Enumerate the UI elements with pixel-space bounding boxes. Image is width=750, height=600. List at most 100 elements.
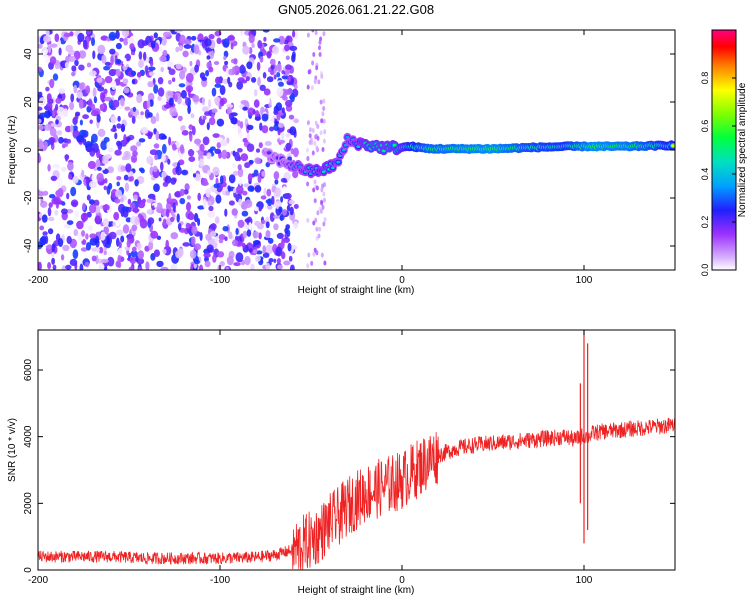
noise-blob bbox=[284, 192, 292, 200]
noise-blob bbox=[216, 37, 222, 45]
noise-blob bbox=[262, 72, 267, 79]
noise-blob bbox=[185, 222, 191, 229]
noise-blob bbox=[179, 70, 186, 80]
noise-blob bbox=[228, 231, 233, 240]
noise-blob bbox=[103, 185, 108, 191]
noise-blob bbox=[252, 109, 256, 115]
noise-blob bbox=[145, 261, 150, 270]
noise-blob bbox=[192, 145, 200, 152]
noise-blob bbox=[168, 79, 172, 85]
noise-blob bbox=[172, 202, 176, 212]
noise-blob bbox=[61, 166, 67, 172]
noise-blob bbox=[217, 264, 222, 270]
noise-blob bbox=[204, 111, 211, 116]
noise-blob bbox=[142, 198, 146, 203]
noise-blob bbox=[235, 228, 239, 235]
noise-blob bbox=[308, 133, 312, 139]
noise-blob bbox=[147, 209, 153, 215]
noise-blob bbox=[185, 96, 189, 106]
noise-blob bbox=[252, 249, 258, 254]
noise-blob bbox=[287, 75, 292, 83]
noise-blob bbox=[323, 197, 326, 203]
noise-blob bbox=[318, 39, 322, 45]
noise-blob bbox=[124, 182, 130, 192]
noise-blob bbox=[179, 188, 185, 197]
noise-blob bbox=[149, 149, 158, 156]
noise-blob bbox=[72, 249, 79, 260]
noise-blob bbox=[168, 97, 174, 107]
noise-blob bbox=[255, 250, 263, 255]
noise-blob bbox=[216, 118, 225, 127]
noise-blob bbox=[224, 208, 228, 217]
noise-blob bbox=[129, 202, 136, 210]
noise-blob bbox=[110, 128, 117, 132]
noise-blob bbox=[45, 57, 51, 64]
signal-core bbox=[392, 143, 397, 147]
noise-blob bbox=[124, 106, 131, 111]
noise-blob bbox=[257, 40, 263, 49]
noise-blob bbox=[211, 113, 215, 119]
noise-blob bbox=[234, 151, 240, 162]
noise-blob bbox=[80, 247, 88, 252]
noise-blob bbox=[130, 145, 138, 152]
noise-blob bbox=[100, 258, 109, 264]
noise-blob bbox=[63, 32, 71, 38]
noise-blob bbox=[48, 194, 56, 199]
noise-blob bbox=[117, 141, 123, 151]
noise-blob bbox=[134, 216, 140, 226]
noise-blob bbox=[206, 244, 214, 253]
noise-blob bbox=[314, 120, 318, 126]
noise-blob bbox=[273, 258, 277, 263]
noise-blob bbox=[81, 169, 85, 178]
noise-blob bbox=[170, 208, 174, 216]
noise-blob bbox=[131, 70, 137, 77]
noise-blob bbox=[132, 150, 138, 157]
noise-blob bbox=[248, 34, 255, 44]
noise-blob bbox=[322, 118, 326, 124]
noise-blob bbox=[290, 264, 295, 270]
noise-blob bbox=[215, 177, 219, 185]
noise-blob bbox=[273, 223, 279, 231]
noise-blob bbox=[74, 210, 80, 218]
noise-blob bbox=[252, 240, 261, 245]
noise-blob bbox=[161, 171, 167, 178]
noise-blob bbox=[237, 148, 243, 153]
noise-blob bbox=[242, 230, 248, 239]
noise-blob bbox=[140, 168, 145, 174]
noise-blob bbox=[257, 76, 261, 87]
noise-blob bbox=[113, 211, 120, 221]
noise-blob bbox=[256, 61, 261, 71]
noise-blob bbox=[85, 176, 90, 187]
noise-blob bbox=[277, 122, 285, 128]
noise-blob bbox=[254, 220, 261, 227]
noise-blob bbox=[90, 110, 99, 117]
noise-blob bbox=[232, 188, 237, 194]
noise-blob bbox=[38, 66, 43, 73]
noise-blob bbox=[63, 224, 70, 229]
noise-blob bbox=[259, 55, 264, 63]
noise-blob bbox=[289, 206, 294, 216]
noise-blob bbox=[72, 175, 79, 184]
noise-blob bbox=[309, 137, 313, 143]
noise-blob bbox=[228, 200, 235, 206]
noise-blob bbox=[202, 115, 207, 121]
noise-blob bbox=[261, 219, 266, 224]
noise-blob bbox=[293, 118, 299, 124]
noise-blob bbox=[108, 31, 117, 41]
noise-blob bbox=[132, 106, 137, 112]
noise-blob bbox=[150, 230, 159, 239]
noise-blob bbox=[121, 156, 127, 161]
noise-blob bbox=[167, 91, 174, 97]
noise-blob bbox=[313, 79, 317, 85]
noise-blob bbox=[87, 225, 93, 232]
noise-blob bbox=[82, 138, 87, 146]
noise-blob bbox=[264, 141, 272, 146]
noise-blob bbox=[194, 243, 202, 251]
noise-blob bbox=[319, 130, 323, 136]
noise-blob bbox=[175, 46, 180, 53]
noise-blob bbox=[104, 61, 111, 66]
noise-blob bbox=[292, 30, 296, 38]
noise-blob bbox=[198, 158, 205, 167]
noise-blob bbox=[91, 37, 95, 47]
